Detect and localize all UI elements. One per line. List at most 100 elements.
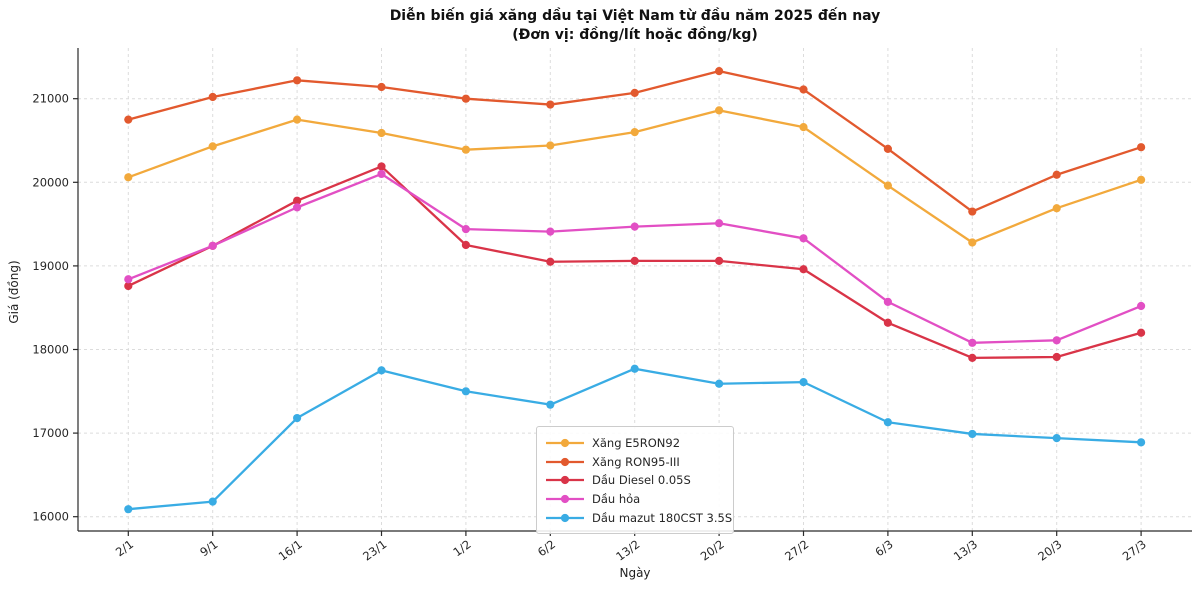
data-point-0 [208,142,217,151]
data-point-2 [293,196,302,205]
legend-label: Xăng RON95-III [592,454,680,469]
data-point-0 [1052,204,1061,213]
data-point-4 [1052,434,1061,443]
legend-item-1: Xăng RON95-III [546,453,724,472]
data-point-2 [799,265,808,274]
legend-item-0: Xăng E5RON92 [546,434,724,453]
y-tick-label: 18000 [32,343,69,357]
legend-item-2: Dầu Diesel 0.05S [546,471,724,490]
legend-label: Dầu Diesel 0.05S [592,473,691,488]
x-tick-label: 13/3 [951,537,980,564]
data-point-1 [799,85,808,94]
data-point-4 [208,497,217,506]
legend-marker-icon [560,494,570,504]
data-point-0 [799,123,808,132]
data-point-0 [968,238,977,247]
data-point-3 [1137,301,1146,311]
data-point-2 [124,281,133,291]
data-point-3 [124,275,133,284]
data-point-1 [461,94,470,103]
data-point-4 [293,413,302,423]
data-point-3 [293,203,302,212]
data-point-0 [461,145,470,154]
x-tick-label: 6/3 [872,537,895,559]
data-point-3 [377,169,386,179]
legend-swatch-icon [546,476,584,485]
data-point-3 [968,338,977,347]
data-point-3 [461,225,470,234]
data-point-1 [546,100,555,109]
data-point-1 [1052,170,1061,179]
x-tick-label: 20/2 [698,537,727,564]
x-tick-label: 2/1 [113,537,136,559]
chart-title: Diễn biến giá xăng dầu tại Việt Nam từ đ… [389,8,881,24]
data-point-2 [883,318,893,327]
data-point-1 [377,82,386,92]
legend-swatch-icon [546,494,584,504]
data-point-2 [1052,352,1061,362]
chart-title-block: Diễn biến giá xăng dầu tại Việt Nam từ đ… [78,7,1192,45]
legend-marker-icon [560,513,570,522]
data-point-1 [715,67,724,76]
data-point-3 [630,222,639,231]
data-point-1 [1137,143,1146,152]
y-tick-label: 21000 [32,92,69,106]
data-point-2 [715,256,724,265]
data-point-3 [799,234,808,243]
x-tick-label: 27/3 [1120,537,1149,564]
y-tick-label: 20000 [32,175,69,189]
legend-item-3: Dầu hỏa [546,490,724,509]
legend-swatch-icon [546,513,584,522]
legend: Xăng E5RON92 Xăng RON95-III Dầu Diesel 0.0… [536,426,734,534]
x-tick-label: 9/1 [197,537,220,559]
data-point-3 [1052,336,1061,345]
legend-label: Xăng E5RON92 [592,436,681,451]
data-point-4 [715,379,724,388]
x-tick-label: 1/2 [450,537,473,559]
x-tick-label: 20/3 [1035,537,1064,564]
x-tick-label: 16/1 [276,537,305,564]
data-point-4 [1137,438,1146,447]
data-point-4 [630,364,639,373]
data-point-4 [377,366,386,375]
x-tick-label: 13/2 [613,537,642,564]
data-point-1 [124,115,133,124]
data-point-0 [1137,175,1146,184]
data-point-2 [377,162,386,171]
legend-marker-icon [560,476,570,485]
data-point-3 [883,297,893,306]
data-point-0 [124,173,133,182]
data-point-1 [883,144,893,153]
data-point-3 [715,219,724,228]
data-point-4 [968,429,977,439]
y-tick-label: 17000 [32,426,69,440]
legend-marker-icon [560,439,570,448]
legend-swatch-icon [546,439,584,448]
data-point-4 [546,400,555,409]
data-point-0 [715,106,724,115]
data-point-0 [883,181,893,190]
data-point-0 [293,115,302,124]
x-axis-label: Ngày [619,566,651,580]
data-point-4 [124,505,133,514]
data-point-4 [461,387,470,396]
data-point-1 [208,92,217,102]
data-point-0 [630,128,639,137]
data-point-0 [546,141,555,150]
y-tick-label: 16000 [32,510,69,524]
x-tick-label: 6/2 [535,537,558,559]
data-point-1 [630,88,639,97]
legend-item-4: Dầu mazut 180CST 3.5S [546,508,732,527]
legend-marker-icon [560,457,570,466]
x-tick-label: 23/1 [360,537,389,564]
data-point-4 [883,418,893,427]
data-point-1 [968,207,977,216]
data-point-4 [799,378,808,387]
data-point-2 [461,240,470,250]
data-point-2 [968,353,977,362]
data-point-3 [208,241,217,250]
y-tick-label: 19000 [32,259,69,273]
legend-label: Dầu mazut 180CST 3.5S [592,510,733,525]
data-point-0 [377,128,386,138]
